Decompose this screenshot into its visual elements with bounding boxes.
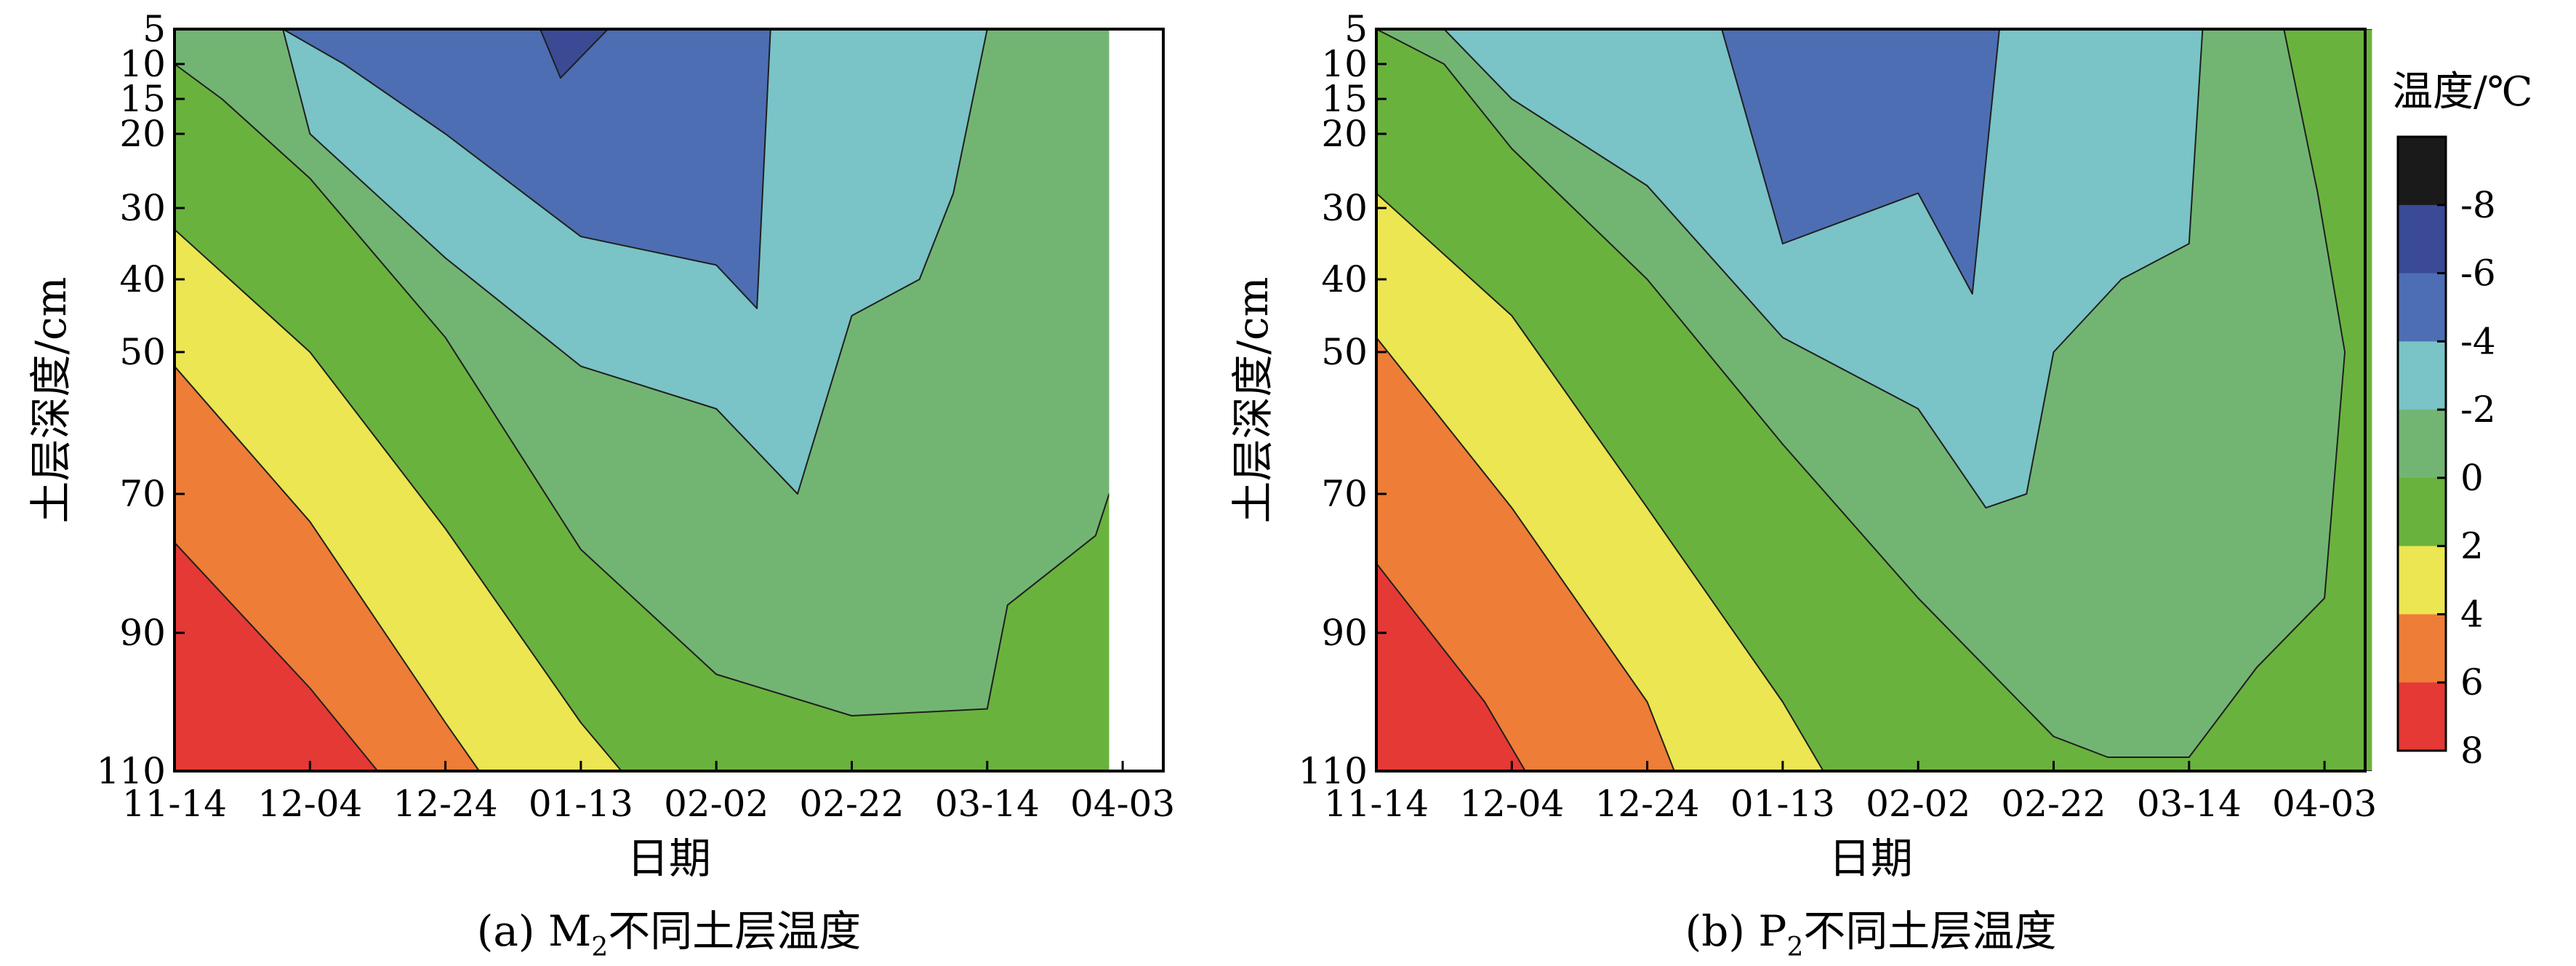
colorbar-swatch xyxy=(2398,546,2446,615)
colorbar-tick-label: 4 xyxy=(2460,593,2484,635)
colorbar-swatch xyxy=(2398,682,2446,751)
plot-frame xyxy=(173,28,1165,773)
colorbar-frame xyxy=(2396,135,2447,752)
x-tick-label: 02-22 xyxy=(799,783,904,825)
colorbar-tick-label: 6 xyxy=(2460,661,2484,703)
x-tick-label: 12-24 xyxy=(1595,783,1700,825)
x-tick-label: 01-13 xyxy=(1730,783,1835,825)
colorbar-title: 温度/℃ xyxy=(2392,68,2533,116)
y-tick-label: 40 xyxy=(119,258,166,300)
colorbar: -8 -6 -4 -2 0 2 4 6 8 温度/℃ xyxy=(2392,68,2533,772)
x-tick-label: 11-14 xyxy=(1324,783,1429,825)
x-tick-label: 12-24 xyxy=(393,783,498,825)
x-tick-label: 12-04 xyxy=(1459,783,1564,825)
y-tick-label: 10 xyxy=(119,43,166,85)
contour-region-neg6 xyxy=(539,29,609,79)
x-tick-label: 01-13 xyxy=(529,783,633,825)
panel-caption: (b) P2不同土层温度 xyxy=(1685,906,2057,962)
y-tick-label: 50 xyxy=(119,331,166,373)
contour-region-neg4 xyxy=(1721,29,2000,295)
contour-fill-layer xyxy=(1376,29,2372,771)
panel-caption: (a) M2不同土层温度 xyxy=(477,906,862,962)
y-tick-label: 15 xyxy=(1321,78,1368,120)
x-axis-label: 日期 xyxy=(1829,834,1913,883)
contour-region-neg4 xyxy=(282,29,771,309)
y-tick-label: 110 xyxy=(97,750,166,792)
x-tick-label: 11-14 xyxy=(122,783,227,825)
y-tick-label: 50 xyxy=(1321,331,1368,373)
y-tick-label: 70 xyxy=(1321,473,1368,515)
y-tick-label: 30 xyxy=(119,187,166,229)
colorbar-tick-label: 2 xyxy=(2460,525,2484,567)
y-tick-label: 70 xyxy=(119,473,166,515)
y-tick-label: 10 xyxy=(1321,43,1368,85)
colorbar-swatch xyxy=(2398,273,2446,342)
colorbar-swatch xyxy=(2398,137,2446,206)
colorbar-tick-label: 8 xyxy=(2460,730,2484,772)
x-tick-label: 02-02 xyxy=(1866,783,1970,825)
colorbar-tick-label: -8 xyxy=(2460,184,2496,226)
colorbar-swatch xyxy=(2398,204,2446,274)
contour-fill-layer xyxy=(174,29,1110,771)
colorbar-tick-label: -2 xyxy=(2460,388,2496,431)
x-tick-label: 02-02 xyxy=(664,783,769,825)
contour-region-neg2 xyxy=(1443,29,2204,509)
y-axis-label: 土层深度/cm xyxy=(26,276,76,523)
plot-frame xyxy=(1375,28,2367,773)
y-tick-label: 5 xyxy=(1344,8,1368,50)
x-tick-label: 04-03 xyxy=(2272,783,2377,825)
y-tick-label: 90 xyxy=(119,612,166,654)
colorbar-tick-label: -6 xyxy=(2460,252,2496,295)
colorbar-swatch xyxy=(2398,614,2446,683)
colorbar-swatch xyxy=(2398,477,2446,547)
y-tick-label: 30 xyxy=(1321,187,1368,229)
x-tick-label: 02-22 xyxy=(2001,783,2106,825)
y-tick-label: 40 xyxy=(1321,258,1368,300)
colorbar-tick-label: 0 xyxy=(2460,457,2484,499)
contour-region-neg2 xyxy=(282,29,988,495)
colorbar-tick-label: -4 xyxy=(2460,320,2496,362)
x-axis-label: 日期 xyxy=(627,834,711,883)
y-tick-label: 5 xyxy=(143,8,166,50)
y-axis-label: 土层深度/cm xyxy=(1228,276,1277,523)
y-tick-label: 20 xyxy=(119,113,166,155)
y-tick-label: 110 xyxy=(1299,750,1368,792)
colorbar-swatch xyxy=(2398,341,2446,410)
x-tick-label: 04-03 xyxy=(1070,783,1175,825)
x-tick-label: 03-14 xyxy=(935,783,1040,825)
x-tick-label: 12-04 xyxy=(257,783,362,825)
y-tick-label: 15 xyxy=(119,78,166,120)
y-tick-label: 20 xyxy=(1321,113,1368,155)
colorbar-swatch xyxy=(2398,410,2446,479)
y-tick-label: 90 xyxy=(1321,612,1368,654)
x-tick-label: 03-14 xyxy=(2137,783,2242,825)
